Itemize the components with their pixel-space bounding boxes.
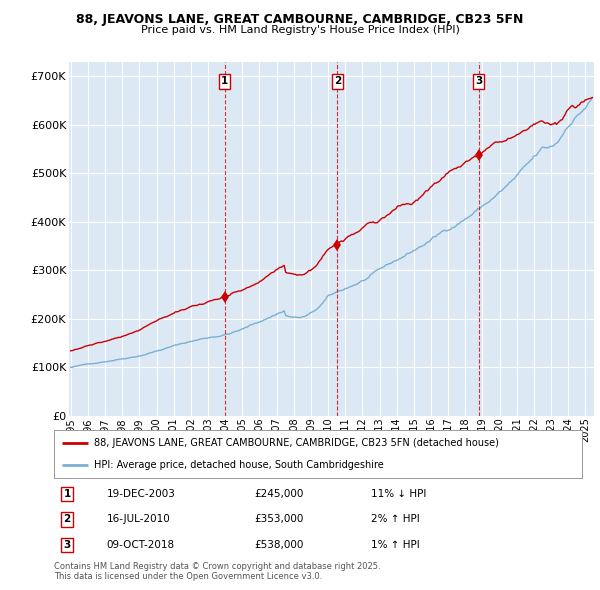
Text: 88, JEAVONS LANE, GREAT CAMBOURNE, CAMBRIDGE, CB23 5FN: 88, JEAVONS LANE, GREAT CAMBOURNE, CAMBR… — [76, 13, 524, 26]
Text: 2: 2 — [64, 514, 71, 525]
Text: 2% ↑ HPI: 2% ↑ HPI — [371, 514, 419, 525]
Text: 1: 1 — [221, 77, 228, 86]
Text: 88, JEAVONS LANE, GREAT CAMBOURNE, CAMBRIDGE, CB23 5FN (detached house): 88, JEAVONS LANE, GREAT CAMBOURNE, CAMBR… — [94, 438, 499, 448]
Text: £538,000: £538,000 — [254, 540, 304, 550]
Text: £353,000: £353,000 — [254, 514, 304, 525]
Text: Contains HM Land Registry data © Crown copyright and database right 2025.
This d: Contains HM Land Registry data © Crown c… — [54, 562, 380, 581]
Text: HPI: Average price, detached house, South Cambridgeshire: HPI: Average price, detached house, Sout… — [94, 460, 383, 470]
Text: £245,000: £245,000 — [254, 489, 304, 499]
Text: 11% ↓ HPI: 11% ↓ HPI — [371, 489, 426, 499]
Text: 1: 1 — [64, 489, 71, 499]
Text: Price paid vs. HM Land Registry's House Price Index (HPI): Price paid vs. HM Land Registry's House … — [140, 25, 460, 35]
Text: 19-DEC-2003: 19-DEC-2003 — [107, 489, 176, 499]
Text: 2: 2 — [334, 77, 341, 86]
Text: 3: 3 — [64, 540, 71, 550]
Text: 1% ↑ HPI: 1% ↑ HPI — [371, 540, 419, 550]
Text: 09-OCT-2018: 09-OCT-2018 — [107, 540, 175, 550]
Text: 16-JUL-2010: 16-JUL-2010 — [107, 514, 170, 525]
Text: 3: 3 — [475, 77, 482, 86]
